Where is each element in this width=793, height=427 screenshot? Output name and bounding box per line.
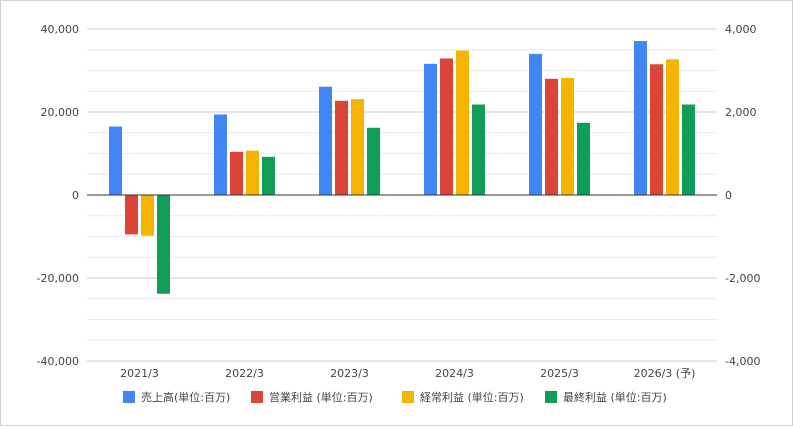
bar-1-3: [319, 86, 332, 195]
x-tick-label: 2021/3: [120, 367, 159, 380]
bar-3-4: [456, 50, 469, 195]
bar-4-2: [262, 156, 275, 195]
bar-1-2: [214, 114, 227, 195]
legend-swatch: [123, 391, 135, 403]
bar-4-5: [577, 122, 590, 195]
bar-2-2: [230, 151, 243, 195]
y-left-tick-label: 20,000: [41, 106, 80, 119]
bar-4-3: [367, 127, 380, 195]
bar-2-1: [125, 195, 138, 235]
y-right-tick-label: 0: [725, 189, 732, 202]
grid-lines: [87, 28, 717, 362]
x-tick-label: 2023/3: [330, 367, 369, 380]
bar-4-6: [682, 104, 695, 195]
x-tick-label: 2026/3 (予): [634, 367, 696, 380]
bar-1-6: [634, 41, 647, 195]
legend-label: 売上高(単位:百万): [141, 390, 230, 404]
bar-1-4: [424, 63, 437, 195]
bar-4-1: [157, 195, 170, 294]
x-tick-label: 2024/3: [435, 367, 474, 380]
bar-3-3: [351, 99, 364, 195]
legend-swatch: [402, 391, 414, 403]
y-left-tick-label: -20,000: [37, 272, 79, 285]
legend-label: 営業利益 (単位:百万): [269, 390, 373, 404]
y-left-tick-label: 0: [72, 189, 79, 202]
legend-item: 経常利益 (単位:百万): [402, 390, 524, 404]
legend-item: 営業利益 (単位:百万): [251, 390, 373, 404]
y-left-tick-label: -40,000: [37, 355, 79, 368]
y-right-tick-label: -4,000: [725, 355, 760, 368]
bar-3-1: [141, 195, 154, 236]
y-right-tick-label: 2,000: [725, 106, 757, 119]
bar-2-3: [335, 100, 348, 195]
legend-label: 最終利益 (単位:百万): [563, 390, 667, 404]
legend-item: 売上高(単位:百万): [123, 390, 230, 404]
legend-item: 最終利益 (単位:百万): [545, 390, 667, 404]
bar-1-1: [109, 126, 122, 195]
bars: [109, 41, 695, 294]
legend-swatch: [545, 391, 557, 403]
bar-3-2: [246, 150, 259, 195]
bar-4-4: [472, 104, 485, 195]
bar-2-6: [650, 64, 663, 196]
y-left-tick-label: 40,000: [41, 23, 80, 36]
legend-label: 経常利益 (単位:百万): [420, 390, 524, 404]
bar-2-5: [545, 78, 558, 195]
x-tick-label: 2022/3: [225, 367, 264, 380]
legend: 売上高(単位:百万) 営業利益 (単位:百万) 経常利益 (単位:百万) 最終利益 (…: [123, 390, 667, 404]
legend-swatch: [251, 391, 263, 403]
axes: 40,000 20,000 0 -20,000 -40,000 4,000 2,000 0 -2…: [37, 23, 761, 380]
y-right-tick-label: 4,000: [725, 23, 757, 36]
bar-1-5: [529, 53, 542, 196]
x-tick-label: 2025/3: [540, 367, 579, 380]
bar-3-5: [561, 77, 574, 195]
bar-3-6: [666, 59, 679, 195]
bar-2-4: [440, 58, 453, 196]
y-right-tick-label: -2,000: [725, 272, 760, 285]
